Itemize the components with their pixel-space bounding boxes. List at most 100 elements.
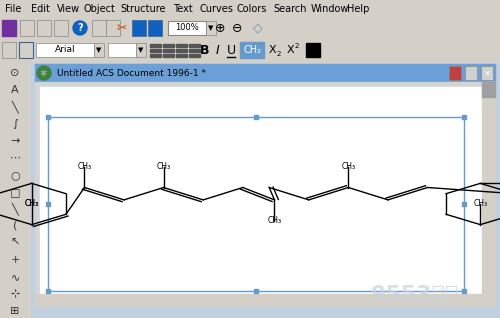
Bar — [35, 82, 495, 306]
Bar — [2, 42, 16, 58]
Text: ▼: ▼ — [138, 47, 143, 53]
Bar — [0, 0, 500, 18]
Text: ○: ○ — [10, 170, 20, 180]
Bar — [462, 115, 466, 119]
Bar — [163, 54, 174, 57]
Text: ∫: ∫ — [12, 119, 18, 129]
Bar — [482, 82, 495, 97]
Text: Untitled ACS Document 1996-1 *: Untitled ACS Document 1996-1 * — [57, 68, 206, 78]
Bar — [46, 289, 50, 293]
Bar — [176, 49, 187, 52]
Bar — [462, 289, 466, 293]
Bar — [465, 66, 477, 80]
Text: Help: Help — [348, 4, 370, 14]
Circle shape — [73, 21, 87, 35]
Bar — [189, 44, 200, 47]
Bar — [35, 64, 495, 82]
Text: 2: 2 — [295, 43, 299, 49]
Bar — [40, 87, 482, 303]
Circle shape — [37, 66, 51, 80]
Bar — [189, 54, 200, 57]
Text: Object: Object — [83, 4, 115, 14]
Text: ▼: ▼ — [208, 25, 214, 31]
Text: Edit: Edit — [31, 4, 50, 14]
Bar — [35, 294, 482, 306]
Bar — [254, 115, 258, 119]
Bar — [94, 43, 104, 57]
Text: B: B — [200, 44, 210, 57]
Bar — [148, 20, 162, 36]
Text: CH₃: CH₃ — [78, 162, 92, 171]
Text: X: X — [286, 45, 294, 55]
Text: ⊞: ⊞ — [10, 306, 20, 316]
Bar — [0, 40, 500, 62]
Bar — [37, 20, 51, 36]
Bar — [0, 62, 30, 318]
Bar — [150, 44, 161, 47]
Text: CH₃: CH₃ — [24, 199, 38, 209]
Text: ↖: ↖ — [10, 238, 20, 248]
Bar — [19, 42, 33, 58]
Text: ◇: ◇ — [253, 22, 263, 34]
Text: ╲: ╲ — [12, 203, 18, 215]
Text: 100%: 100% — [175, 24, 199, 32]
Bar — [481, 66, 493, 80]
Text: Text: Text — [174, 4, 193, 14]
Text: CH₃: CH₃ — [24, 199, 38, 209]
Text: □: □ — [10, 187, 20, 197]
Bar — [92, 20, 106, 36]
Text: ⊹: ⊹ — [10, 289, 20, 299]
Text: Arial: Arial — [54, 45, 76, 54]
Bar — [240, 42, 264, 58]
Bar — [150, 54, 161, 57]
Bar — [163, 49, 174, 52]
Text: A: A — [11, 85, 19, 95]
Text: 2: 2 — [277, 51, 281, 57]
Bar — [168, 21, 206, 35]
Text: Window: Window — [310, 4, 349, 14]
Text: ✕: ✕ — [484, 68, 490, 78]
Bar — [0, 18, 500, 40]
Bar — [46, 202, 50, 206]
Text: ⚛: ⚛ — [40, 68, 48, 78]
Text: U: U — [226, 44, 235, 57]
Bar — [2, 20, 16, 36]
Bar — [206, 21, 216, 35]
Text: ⊖: ⊖ — [232, 22, 242, 34]
Bar — [46, 115, 50, 119]
Text: CH₃: CH₃ — [474, 199, 488, 209]
Text: 9553下载: 9553下载 — [371, 285, 459, 305]
Bar — [254, 289, 258, 293]
Bar — [163, 44, 174, 47]
Bar — [20, 20, 34, 36]
Text: ⊙: ⊙ — [10, 68, 20, 78]
Text: +: + — [10, 255, 20, 265]
Bar — [449, 66, 461, 80]
Text: ⊕: ⊕ — [215, 22, 225, 34]
Text: View: View — [57, 4, 80, 14]
Bar — [136, 43, 146, 57]
Text: File: File — [5, 4, 21, 14]
Bar — [36, 43, 94, 57]
Text: ╲: ╲ — [12, 100, 18, 114]
Text: Curves: Curves — [200, 4, 234, 14]
Text: ⋯: ⋯ — [10, 153, 20, 163]
Bar — [482, 82, 495, 306]
Bar — [176, 54, 187, 57]
Bar — [176, 44, 187, 47]
Text: ✂: ✂ — [117, 22, 127, 34]
Text: CH₃: CH₃ — [342, 162, 355, 171]
Text: Search: Search — [274, 4, 307, 14]
Bar — [306, 43, 320, 57]
Bar — [462, 202, 466, 206]
Bar — [106, 20, 120, 36]
Text: →: → — [10, 136, 20, 146]
Text: I: I — [216, 44, 220, 57]
Bar — [132, 20, 146, 36]
Text: (: ( — [13, 221, 17, 231]
Text: ▼: ▼ — [96, 47, 102, 53]
Text: Colors: Colors — [236, 4, 267, 14]
Text: ∿: ∿ — [10, 272, 20, 282]
Bar — [150, 49, 161, 52]
Bar — [189, 49, 200, 52]
